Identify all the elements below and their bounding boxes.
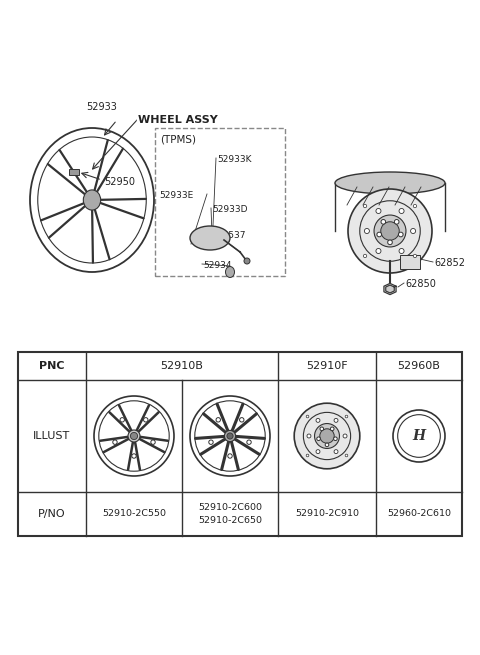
Circle shape (228, 454, 232, 458)
Text: 52910B: 52910B (161, 361, 204, 371)
Ellipse shape (335, 172, 445, 194)
Circle shape (320, 427, 324, 430)
Ellipse shape (84, 190, 101, 210)
Ellipse shape (190, 226, 230, 250)
Circle shape (334, 449, 338, 454)
Text: 62850: 62850 (405, 279, 436, 289)
Circle shape (320, 429, 334, 443)
Circle shape (307, 434, 311, 438)
Circle shape (216, 418, 220, 422)
Circle shape (364, 229, 370, 234)
Text: 52933: 52933 (86, 102, 118, 112)
Circle shape (399, 208, 404, 214)
Circle shape (330, 427, 334, 430)
Circle shape (345, 415, 348, 418)
Circle shape (209, 440, 213, 444)
Circle shape (227, 433, 233, 439)
Circle shape (244, 258, 250, 264)
Text: 52933E: 52933E (159, 191, 193, 200)
Circle shape (381, 222, 399, 240)
Circle shape (325, 443, 329, 447)
Text: 52933K: 52933K (217, 155, 252, 164)
Text: 52960B: 52960B (397, 361, 441, 371)
Circle shape (343, 434, 347, 438)
Circle shape (294, 403, 360, 469)
Circle shape (132, 454, 136, 458)
Circle shape (131, 432, 138, 440)
Circle shape (113, 440, 117, 444)
Circle shape (334, 419, 338, 422)
Circle shape (225, 430, 236, 441)
Text: ILLUST: ILLUST (34, 431, 71, 441)
Circle shape (413, 254, 417, 257)
Circle shape (306, 415, 309, 418)
Circle shape (144, 418, 148, 422)
Bar (18, 352, 462, 536)
Text: 52910-2C910: 52910-2C910 (295, 510, 359, 519)
Circle shape (413, 204, 417, 208)
Circle shape (410, 229, 416, 234)
Text: 24537: 24537 (217, 231, 245, 240)
Circle shape (247, 440, 251, 444)
Circle shape (376, 208, 381, 214)
Text: H: H (412, 429, 426, 443)
Circle shape (128, 430, 140, 442)
Circle shape (345, 454, 348, 457)
Polygon shape (386, 285, 394, 293)
Circle shape (377, 232, 382, 237)
Text: 52910-2C550: 52910-2C550 (102, 510, 166, 519)
Text: 62852: 62852 (434, 258, 465, 268)
Bar (69, 169, 79, 175)
Circle shape (388, 240, 392, 245)
Text: 52933D: 52933D (212, 206, 248, 214)
Text: 52950: 52950 (104, 177, 135, 187)
Ellipse shape (226, 267, 235, 278)
Circle shape (363, 204, 367, 208)
Circle shape (314, 424, 339, 449)
Bar (400, 255, 420, 269)
Text: P/NO: P/NO (38, 509, 66, 519)
Text: PNC: PNC (39, 361, 65, 371)
Circle shape (317, 437, 320, 441)
Text: 52910-2C600
52910-2C650: 52910-2C600 52910-2C650 (198, 503, 262, 525)
Circle shape (399, 248, 404, 253)
Circle shape (348, 189, 432, 273)
Text: 52960-2C610: 52960-2C610 (387, 510, 451, 519)
Circle shape (334, 437, 337, 441)
Circle shape (120, 418, 124, 422)
Circle shape (306, 454, 309, 457)
Circle shape (151, 440, 155, 444)
Text: 52934: 52934 (203, 261, 231, 271)
Text: WHEEL ASSY: WHEEL ASSY (138, 115, 218, 125)
Polygon shape (384, 284, 396, 295)
Text: 52910F: 52910F (306, 361, 348, 371)
Bar (155, 128, 285, 276)
Circle shape (398, 232, 403, 237)
Circle shape (240, 418, 244, 422)
Text: (TPMS): (TPMS) (160, 135, 196, 145)
Circle shape (395, 219, 399, 224)
Circle shape (374, 215, 406, 247)
Circle shape (363, 254, 367, 257)
Circle shape (381, 219, 385, 224)
Circle shape (376, 248, 381, 253)
Circle shape (316, 419, 320, 422)
Circle shape (316, 449, 320, 454)
